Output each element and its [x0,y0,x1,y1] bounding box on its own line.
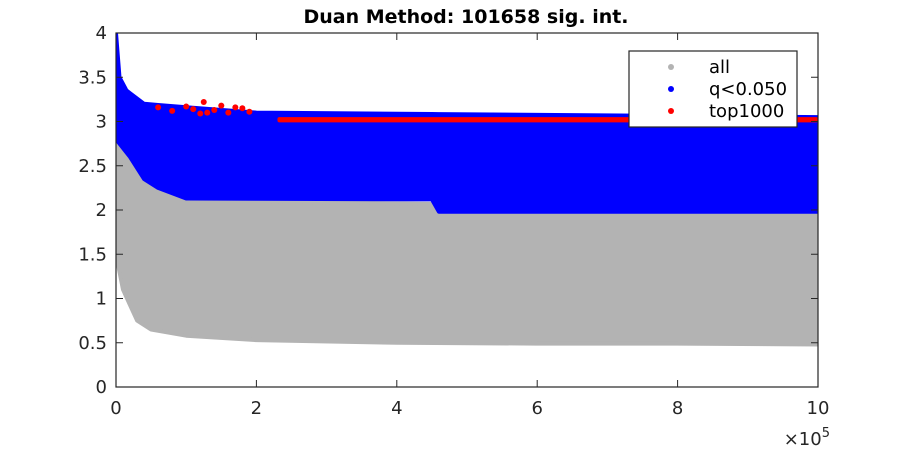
x-tick-label-4: 8 [672,398,683,419]
series-2-point-11 [239,105,246,112]
x-axis-exponent-power: 5 [822,426,830,441]
plot-area [116,33,818,347]
y-tick-label-0: 0 [96,377,107,398]
series-2-point-0 [155,104,162,111]
y-axis: 0 0.5 1 1.5 2 2.5 3 3.5 4 [78,23,818,398]
series-2-point-7 [211,106,218,113]
x-axis-exponent-base: ×10 [784,429,822,450]
series-2-point-12 [246,108,253,115]
series-2-point-9 [225,109,232,116]
y-tick-label-7: 3.5 [78,67,107,88]
legend-label-2: top1000 [709,101,784,122]
series-2-point-4 [197,110,204,117]
x-axis-exponent: ×105 [784,426,830,450]
legend-label-1: q<0.050 [709,79,787,100]
x-tick-label-2: 4 [391,398,402,419]
legend-marker-2 [668,108,674,114]
series-2-point-1 [169,107,176,114]
y-tick-label-4: 2 [96,200,107,221]
x-axis: 0 2 4 6 8 10 [110,33,829,419]
series-1-point-cloud [116,33,818,214]
y-tick-label-8: 4 [96,23,107,44]
series-1 [116,33,818,214]
series-2-point-8 [218,102,225,109]
legend-box [628,50,798,128]
legend-marker-1 [668,86,674,92]
y-tick-label-3: 1.5 [78,244,107,265]
y-tick-label-1: 0.5 [78,333,107,354]
x-tick-label-3: 6 [531,398,542,419]
series-2-point-5 [200,99,207,106]
chart-title: Duan Method: 101658 sig. int. [303,6,628,28]
series-2-point-10 [232,104,239,111]
x-tick-label-5: 10 [807,398,830,419]
y-tick-label-6: 3 [96,112,107,133]
legend-label-0: all [709,57,730,78]
legend-marker-0 [668,64,674,70]
x-tick-label-0: 0 [110,398,121,419]
y-tick-label-2: 1 [96,289,107,310]
y-tick-label-5: 2.5 [78,156,107,177]
x-tick-label-1: 2 [251,398,262,419]
series-2-point-3 [190,106,197,113]
series-2-point-2 [183,103,190,110]
series-2-point-6 [204,109,211,116]
